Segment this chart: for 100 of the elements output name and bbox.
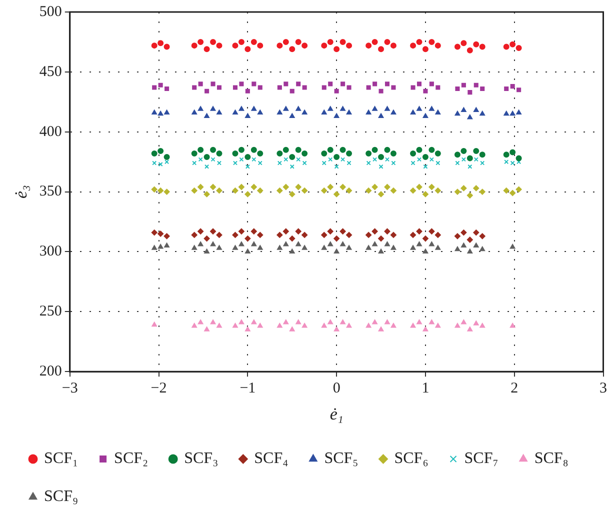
point bbox=[422, 326, 428, 332]
point bbox=[390, 245, 396, 250]
point bbox=[473, 320, 479, 326]
point bbox=[460, 148, 467, 154]
point bbox=[340, 38, 346, 45]
point bbox=[232, 150, 238, 156]
point bbox=[164, 154, 170, 160]
point bbox=[250, 38, 257, 45]
point bbox=[334, 154, 340, 160]
point bbox=[460, 40, 467, 46]
point bbox=[372, 319, 378, 324]
point bbox=[216, 85, 222, 90]
point bbox=[204, 154, 210, 160]
point bbox=[346, 188, 352, 194]
point bbox=[321, 42, 328, 49]
point bbox=[238, 319, 244, 324]
point bbox=[277, 323, 282, 328]
point bbox=[244, 154, 251, 160]
point bbox=[516, 88, 522, 92]
point bbox=[284, 157, 288, 162]
point bbox=[257, 42, 264, 49]
point bbox=[479, 44, 486, 50]
point bbox=[289, 154, 296, 160]
legend-label: SCF₁ bbox=[44, 450, 78, 468]
point bbox=[321, 188, 328, 194]
point bbox=[429, 319, 434, 324]
point bbox=[434, 42, 441, 49]
legend-label: SCF₂ bbox=[114, 450, 148, 468]
point bbox=[277, 110, 282, 114]
point bbox=[239, 82, 244, 86]
point bbox=[410, 245, 416, 250]
point bbox=[244, 46, 251, 52]
point bbox=[277, 245, 282, 250]
point bbox=[516, 155, 522, 162]
point bbox=[204, 248, 210, 254]
point bbox=[334, 236, 340, 242]
point bbox=[158, 148, 164, 154]
point bbox=[295, 38, 302, 45]
point bbox=[251, 242, 257, 246]
point bbox=[216, 42, 222, 49]
point bbox=[151, 230, 158, 236]
x-tick-label: 0 bbox=[332, 380, 340, 397]
point bbox=[366, 42, 372, 49]
point bbox=[151, 186, 158, 192]
point bbox=[192, 85, 197, 90]
point bbox=[468, 90, 472, 95]
x-tick-label: 3 bbox=[600, 380, 607, 397]
point bbox=[510, 110, 516, 116]
point bbox=[210, 38, 216, 45]
point bbox=[327, 228, 334, 234]
point bbox=[328, 82, 333, 86]
point bbox=[302, 150, 308, 156]
point bbox=[321, 110, 327, 114]
point bbox=[302, 323, 308, 328]
point bbox=[244, 191, 251, 198]
point bbox=[372, 146, 378, 153]
x-tick-label: −3 bbox=[62, 380, 78, 397]
point bbox=[346, 110, 352, 114]
y-tick-label: 400 bbox=[39, 124, 62, 140]
point bbox=[327, 146, 334, 153]
point bbox=[479, 152, 486, 158]
point bbox=[321, 232, 328, 238]
point bbox=[454, 152, 460, 158]
x-tick-label: 2 bbox=[510, 380, 518, 397]
point bbox=[322, 160, 326, 166]
point bbox=[384, 82, 390, 86]
point bbox=[410, 188, 416, 194]
point bbox=[416, 319, 422, 324]
point bbox=[422, 248, 428, 254]
point bbox=[384, 228, 390, 234]
point bbox=[467, 114, 473, 120]
point bbox=[384, 157, 390, 162]
point bbox=[435, 110, 441, 114]
point bbox=[429, 106, 434, 111]
point bbox=[480, 86, 485, 91]
point bbox=[416, 106, 422, 111]
point bbox=[158, 110, 164, 116]
point bbox=[204, 326, 210, 332]
point bbox=[164, 86, 170, 91]
point bbox=[378, 88, 384, 94]
point bbox=[164, 188, 170, 195]
point bbox=[164, 160, 170, 164]
point bbox=[216, 245, 222, 250]
point bbox=[302, 85, 307, 90]
point bbox=[252, 157, 256, 162]
point bbox=[429, 157, 434, 162]
point bbox=[251, 106, 257, 111]
point bbox=[436, 85, 440, 90]
point bbox=[366, 110, 372, 114]
point bbox=[238, 38, 244, 45]
point bbox=[366, 85, 371, 90]
point bbox=[283, 106, 289, 111]
point bbox=[257, 150, 264, 156]
point bbox=[436, 160, 440, 166]
point bbox=[164, 233, 170, 240]
point bbox=[410, 150, 416, 156]
point bbox=[372, 82, 378, 86]
y-tick-label: 450 bbox=[39, 64, 62, 80]
point bbox=[276, 232, 283, 238]
point bbox=[461, 319, 466, 324]
